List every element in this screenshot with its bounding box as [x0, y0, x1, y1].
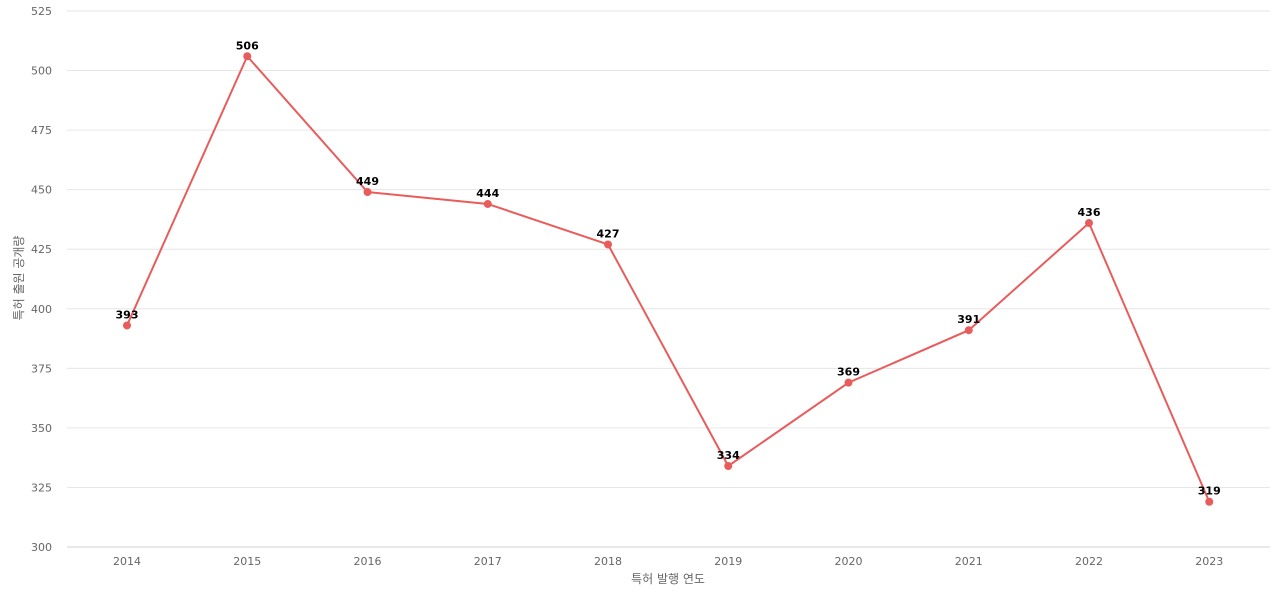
- data-point: [724, 462, 733, 471]
- x-tick-label: 2020: [835, 555, 863, 568]
- series-points: [123, 52, 1214, 506]
- data-point: [964, 326, 973, 335]
- x-tick-label: 2017: [474, 555, 502, 568]
- data-point: [243, 52, 252, 61]
- data-point: [1205, 497, 1214, 506]
- data-label: 449: [356, 175, 379, 188]
- data-label: 319: [1198, 485, 1221, 498]
- x-tick-label: 2015: [233, 555, 261, 568]
- y-tick-label: 450: [31, 184, 52, 197]
- grid-lines: [67, 10, 1270, 488]
- data-point: [483, 199, 492, 208]
- y-axis-ticks: 300 325 350 375 400 425 450 475 500 525: [31, 5, 52, 554]
- y-tick-label: 525: [31, 5, 52, 18]
- data-point: [1085, 219, 1093, 228]
- data-label: 436: [1078, 206, 1101, 219]
- data-point: [123, 321, 131, 330]
- x-tick-label: 2021: [955, 555, 983, 568]
- x-tick-label: 2023: [1195, 555, 1223, 568]
- data-label: 369: [837, 366, 860, 379]
- y-tick-label: 300: [31, 541, 52, 554]
- y-tick-label: 500: [31, 65, 52, 78]
- x-tick-label: 2018: [594, 555, 622, 568]
- series-line: [126, 54, 1211, 503]
- y-axis-title: 특허 출원 공개량: [12, 236, 26, 321]
- y-tick-label: 375: [31, 362, 52, 375]
- x-axis-ticks: 2014 2015 2016 2017 2018 2019 2020 2021 2022 2023: [113, 555, 1223, 568]
- y-tick-label: 400: [31, 303, 52, 316]
- y-tick-label: 425: [31, 243, 52, 256]
- data-label: 444: [476, 187, 499, 200]
- y-tick-label: 475: [31, 124, 52, 137]
- x-tick-label: 2022: [1075, 555, 1103, 568]
- data-label: 334: [717, 449, 740, 462]
- y-tick-label: 325: [31, 481, 52, 494]
- y-tick-label: 350: [31, 422, 52, 435]
- x-tick-label: 2016: [354, 555, 382, 568]
- data-label: 506: [236, 39, 259, 52]
- x-tick-label: 2014: [113, 555, 141, 568]
- x-tick-label: 2019: [714, 555, 742, 568]
- data-labels: 393 506 449 444 427 334 369 391 436 319: [116, 39, 1221, 497]
- data-label: 391: [957, 313, 980, 326]
- data-point: [363, 188, 372, 197]
- x-axis-title: 특허 발행 연도: [631, 571, 705, 586]
- data-label: 427: [597, 227, 620, 240]
- data-label: 393: [116, 308, 139, 321]
- data-point: [844, 378, 853, 387]
- data-point: [604, 240, 612, 249]
